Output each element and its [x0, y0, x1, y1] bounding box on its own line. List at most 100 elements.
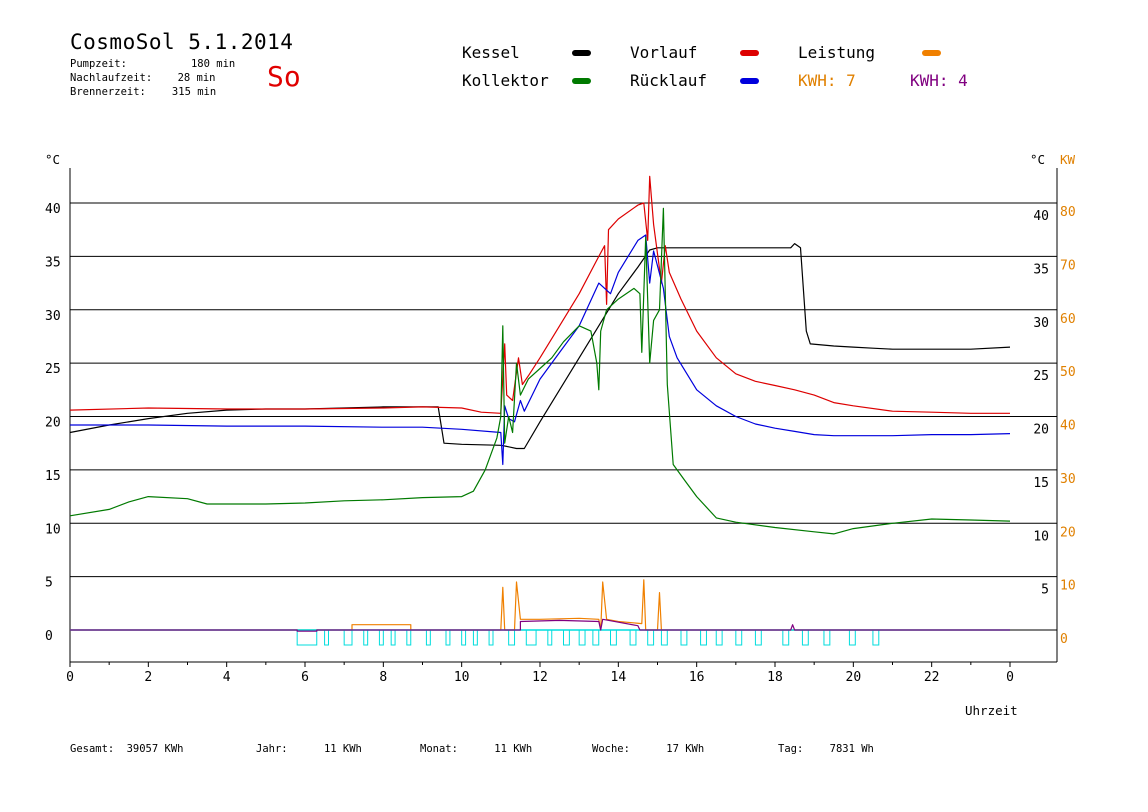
- footer-woche: Woche: 17 KWh: [592, 743, 704, 755]
- y-tick-label: 5: [45, 576, 53, 591]
- pump-pulse: [324, 629, 330, 646]
- y-right-tick-label: 35: [1033, 262, 1049, 277]
- y-tick-label: 0: [45, 629, 53, 644]
- legend-label-kollektor: Kollektor: [462, 71, 549, 90]
- pump-pulse: [610, 629, 617, 646]
- y2-tick-label: 50: [1060, 365, 1076, 380]
- y-tick-label: 25: [45, 362, 61, 377]
- legend-kwh-purple: KWH: 4: [910, 71, 968, 90]
- footer-gesamt: Gesamt: 39057 KWh: [70, 743, 184, 755]
- pump-pulse: [425, 629, 431, 646]
- footer-value: 7831 Wh: [829, 743, 874, 755]
- pump-pulse: [488, 629, 494, 646]
- footer-value: 11 KWh: [323, 743, 362, 755]
- pump-pulse: [578, 629, 586, 646]
- footer-value: 39057 KWh: [126, 743, 184, 755]
- pump-pulse: [782, 629, 790, 646]
- x-tick-label: 6: [301, 670, 309, 685]
- stat-pumpzeit: Pumpzeit: 180 min: [70, 58, 235, 70]
- chart-frame: [69, 168, 1058, 663]
- y-right-tick-label: 40: [1033, 209, 1049, 224]
- series-r-cklauf: [70, 234, 1011, 466]
- pump-pulse: [343, 629, 353, 646]
- stat-value: 315 min: [171, 86, 217, 98]
- legend-swatch-ruecklauf: [740, 78, 759, 84]
- stat-brennerzeit: Brennerzeit: 315 min: [70, 86, 216, 98]
- footer-value: 11 KWh: [494, 743, 533, 755]
- x-tick-label: 20: [846, 670, 862, 685]
- y-right-tick-label: 20: [1033, 423, 1049, 438]
- y-tick-label: 20: [45, 416, 61, 431]
- pump-pulse: [735, 629, 743, 646]
- pump-pulse: [715, 629, 723, 646]
- x-tick-label: 22: [924, 670, 940, 685]
- y2-tick-label: 40: [1060, 419, 1076, 434]
- x-tick-label: 12: [532, 670, 548, 685]
- footer-label: Gesamt:: [70, 743, 115, 755]
- y-right-tick-label: 30: [1033, 316, 1049, 331]
- pump-pulse: [647, 629, 655, 646]
- y-tick-label: 30: [45, 309, 61, 324]
- x-tick-label: 8: [379, 670, 387, 685]
- pump-pulse: [296, 629, 318, 646]
- y-right-tick-label: 10: [1033, 529, 1049, 544]
- x-tick-label: 18: [767, 670, 783, 685]
- legend-label-leistung: Leistung: [798, 43, 876, 62]
- series-vorlauf: [69, 175, 1010, 414]
- x-tick-label: 0: [1006, 670, 1014, 685]
- y-tick-label: 40: [45, 202, 61, 217]
- x-tick-label: 4: [223, 670, 231, 685]
- pump-pulse: [508, 629, 516, 646]
- legend-swatch-kollektor: [572, 78, 591, 84]
- y-tick-label: 10: [45, 522, 61, 537]
- y2-tick-label: 20: [1060, 525, 1076, 540]
- pump-pulse: [629, 629, 637, 646]
- y2-tick-label: 60: [1060, 312, 1076, 327]
- legend-label-kessel: Kessel: [462, 43, 520, 62]
- footer-label: Woche:: [592, 743, 630, 755]
- legend-swatch-leistung: [922, 50, 941, 56]
- y2-tick-label: 10: [1060, 579, 1076, 594]
- y-right-tick-label: 5: [1041, 583, 1049, 598]
- pump-pulse: [363, 629, 369, 646]
- pump-pulse: [378, 629, 384, 646]
- stat-label: Nachlaufzeit:: [70, 72, 153, 84]
- x-tick-label: 16: [689, 670, 705, 685]
- chart-grid: [70, 202, 1057, 631]
- pump-pulse: [525, 629, 537, 646]
- x-axis-label: Uhrzeit: [965, 703, 1018, 718]
- pump-pulse: [406, 629, 412, 646]
- series-kessel: [69, 243, 1011, 450]
- legend-label-vorlauf: Vorlauf: [630, 43, 698, 62]
- pump-pulse: [801, 629, 809, 646]
- pump-pulse: [700, 629, 707, 646]
- chart-series: [69, 175, 1011, 646]
- series-kollektor: [69, 207, 1011, 535]
- footer-label: Jahr:: [256, 743, 288, 755]
- stat-label: Brennerzeit:: [70, 86, 146, 98]
- footer-label: Tag:: [778, 743, 804, 755]
- y-right-tick-label: 25: [1033, 369, 1049, 384]
- legend-kwh-orange: KWH: 7: [798, 71, 856, 90]
- pump-pulse: [461, 629, 467, 646]
- x-tick-label: 14: [611, 670, 627, 685]
- y2-tick-label: 80: [1060, 205, 1076, 220]
- right-axis-unit-c: °C: [1030, 152, 1046, 167]
- footer-label: Monat:: [420, 743, 458, 755]
- pump-pulse: [592, 629, 600, 646]
- pump-pulse: [754, 629, 762, 646]
- right-axis-unit-kw: KW: [1060, 152, 1076, 167]
- left-axis-unit: °C: [45, 152, 61, 167]
- legend-swatch-vorlauf: [740, 50, 759, 56]
- pump-pulse: [445, 629, 451, 646]
- series-leistung: [70, 579, 1010, 631]
- y2-tick-label: 70: [1060, 258, 1076, 273]
- x-tick-label: 0: [66, 670, 74, 685]
- pump-pulse: [390, 629, 396, 646]
- x-tick-label: 10: [454, 670, 470, 685]
- series-pumpe: [70, 629, 1010, 646]
- y-tick-label: 35: [45, 255, 61, 270]
- pump-pulse: [563, 629, 570, 646]
- y-tick-label: 15: [45, 469, 61, 484]
- pump-pulse: [872, 629, 880, 646]
